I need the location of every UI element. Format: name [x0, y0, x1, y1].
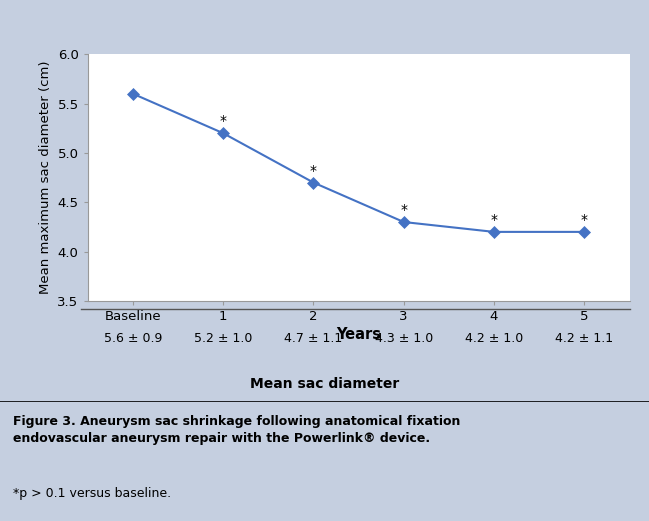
Text: 5.2 ± 1.0: 5.2 ± 1.0 — [194, 332, 252, 345]
Text: *: * — [219, 114, 227, 128]
Text: 4.2 ± 1.0: 4.2 ± 1.0 — [465, 332, 523, 345]
Text: 4.3 ± 1.0: 4.3 ± 1.0 — [374, 332, 433, 345]
Text: *: * — [491, 213, 498, 227]
Text: *: * — [581, 213, 588, 227]
Text: 4.2 ± 1.1: 4.2 ± 1.1 — [556, 332, 613, 345]
X-axis label: Years: Years — [336, 327, 381, 342]
Text: *: * — [310, 164, 317, 178]
Text: *p > 0.1 versus baseline.: *p > 0.1 versus baseline. — [13, 488, 171, 500]
Y-axis label: Mean maximum sac diameter (cm): Mean maximum sac diameter (cm) — [39, 61, 52, 294]
Text: Figure 3. Aneurysm sac shrinkage following anatomical fixation
endovascular aneu: Figure 3. Aneurysm sac shrinkage followi… — [13, 415, 460, 445]
Text: *: * — [400, 203, 407, 217]
Text: Mean sac diameter: Mean sac diameter — [250, 377, 399, 391]
Text: 5.6 ± 0.9: 5.6 ± 0.9 — [104, 332, 162, 345]
Text: 4.7 ± 1.1: 4.7 ± 1.1 — [284, 332, 343, 345]
